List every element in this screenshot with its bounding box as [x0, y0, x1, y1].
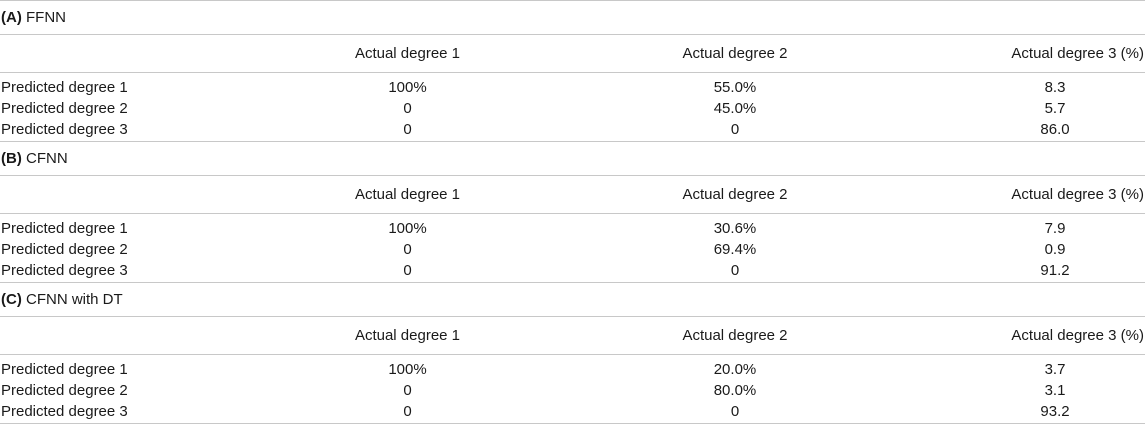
table-row: Predicted degree 1 100% 55.0% 8.3	[0, 73, 1145, 99]
table-cell: 3.7	[1044, 361, 1066, 378]
table-row: Predicted degree 3 0 0 91.2	[0, 260, 1145, 281]
table-cell: 0	[403, 241, 412, 258]
table-cell: 55.0%	[713, 79, 757, 96]
panel-c: (C) CFNN with DT Actual degree 1 Actual …	[0, 283, 1145, 424]
row-header: Predicted degree 1	[1, 79, 128, 96]
matrix-table: Actual degree 1 Actual degree 2 Actual d…	[0, 35, 1145, 140]
panel-name: CFNN with DT	[26, 291, 123, 308]
corner-cell	[0, 176, 240, 214]
table-row: Predicted degree 1 100% 20.0% 3.7	[0, 355, 1145, 381]
matrix-table: Actual degree 1 Actual degree 2 Actual d…	[0, 176, 1145, 281]
row-header: Predicted degree 1	[1, 361, 128, 378]
panel-label: (A)	[1, 9, 22, 26]
table-cell: 91.2	[1040, 262, 1070, 279]
panel-name: CFNN	[26, 150, 68, 167]
table-row: Predicted degree 2 0 80.0% 3.1	[0, 380, 1145, 401]
header-row: Actual degree 1 Actual degree 2 Actual d…	[0, 317, 1145, 355]
corner-cell	[0, 35, 240, 73]
row-header: Predicted degree 3	[1, 262, 128, 279]
column-header: Actual degree 3 (%)	[895, 176, 1145, 214]
table-cell: 100%	[388, 220, 427, 237]
table-row: Predicted degree 1 100% 30.6% 7.9	[0, 214, 1145, 240]
panel-title: (B) CFNN	[0, 142, 1145, 176]
table-cell: 0	[730, 121, 740, 138]
table-cell: 7.9	[1044, 220, 1066, 237]
panel-name: FFNN	[26, 9, 66, 26]
table-cell: 0	[403, 121, 412, 138]
row-header: Predicted degree 3	[1, 403, 128, 420]
table-cell: 0	[730, 403, 740, 420]
panel-a: (A) FFNN Actual degree 1 Actual degree 2…	[0, 1, 1145, 142]
column-header: Actual degree 2	[575, 35, 895, 73]
column-header: Actual degree 1	[240, 176, 575, 214]
panel-label: (B)	[1, 150, 22, 167]
panel-title: (A) FFNN	[0, 1, 1145, 35]
table-cell: 5.7	[1044, 100, 1066, 117]
panel-label: (C)	[1, 291, 22, 308]
table-cell: 80.0%	[713, 382, 757, 399]
table-cell: 0	[403, 403, 412, 420]
column-header: Actual degree 3 (%)	[895, 317, 1145, 355]
table-cell: 3.1	[1044, 382, 1066, 399]
header-row: Actual degree 1 Actual degree 2 Actual d…	[0, 35, 1145, 73]
column-header: Actual degree 1	[240, 317, 575, 355]
table-cell: 69.4%	[713, 241, 757, 258]
header-row: Actual degree 1 Actual degree 2 Actual d…	[0, 176, 1145, 214]
table-cell: 20.0%	[713, 361, 757, 378]
table-row: Predicted degree 2 0 45.0% 5.7	[0, 98, 1145, 119]
table-cell: 30.6%	[713, 220, 757, 237]
table-cell: 86.0	[1040, 121, 1070, 138]
table-cell: 100%	[388, 361, 427, 378]
table-row: Predicted degree 3 0 0 93.2	[0, 401, 1145, 422]
table-cell: 0	[730, 262, 740, 279]
column-header: Actual degree 1	[240, 35, 575, 73]
column-header: Actual degree 3 (%)	[895, 35, 1145, 73]
column-header: Actual degree 2	[575, 317, 895, 355]
table-cell: 8.3	[1044, 79, 1066, 96]
matrix-table: Actual degree 1 Actual degree 2 Actual d…	[0, 317, 1145, 422]
panel-title: (C) CFNN with DT	[0, 283, 1145, 317]
table-cell: 0	[403, 262, 412, 279]
table-cell: 45.0%	[713, 100, 757, 117]
row-header: Predicted degree 1	[1, 220, 128, 237]
table-cell: 100%	[388, 79, 427, 96]
table-cell: 0	[403, 100, 412, 117]
table-cell: 93.2	[1040, 403, 1070, 420]
table-row: Predicted degree 3 0 0 86.0	[0, 119, 1145, 140]
table-row: Predicted degree 2 0 69.4% 0.9	[0, 239, 1145, 260]
column-header: Actual degree 2	[575, 176, 895, 214]
row-header: Predicted degree 2	[1, 382, 128, 399]
row-header: Predicted degree 3	[1, 121, 128, 138]
table-cell: 0.9	[1044, 241, 1066, 258]
panel-b: (B) CFNN Actual degree 1 Actual degree 2…	[0, 142, 1145, 283]
table-cell: 0	[403, 382, 412, 399]
corner-cell	[0, 317, 240, 355]
row-header: Predicted degree 2	[1, 241, 128, 258]
row-header: Predicted degree 2	[1, 100, 128, 117]
